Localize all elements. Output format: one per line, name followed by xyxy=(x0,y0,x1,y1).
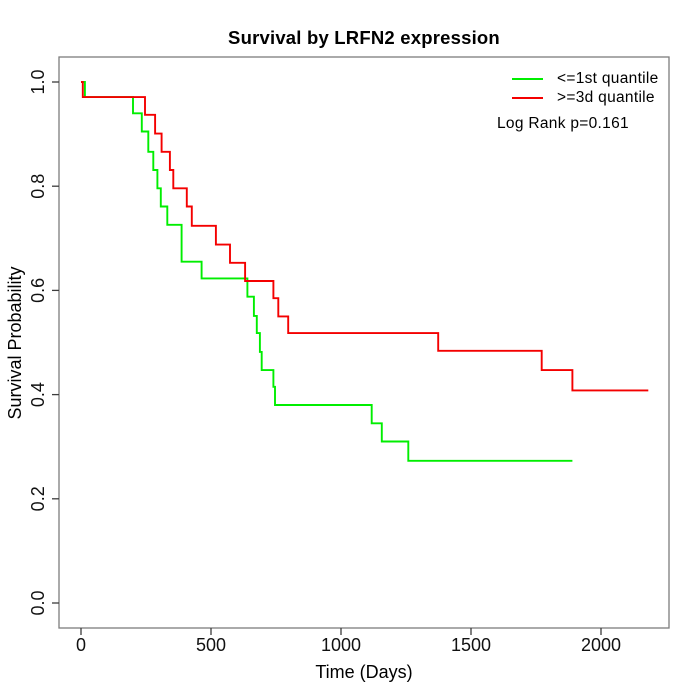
x-tick-label: 1500 xyxy=(451,635,491,655)
y-axis-label: Survival Probability xyxy=(5,266,25,420)
legend-item-1st-quantile: <=1st quantile xyxy=(512,69,659,89)
legend-label-1st-quantile: <=1st quantile xyxy=(557,69,659,87)
y-tick-label: 0.6 xyxy=(28,278,48,303)
log-rank-annotation: Log Rank p=0.161 xyxy=(497,115,629,132)
y-tick-label: 1.0 xyxy=(28,69,48,94)
survival-curve-green-1st-quantile xyxy=(81,81,573,462)
legend-label-3d-quantile: >=3d quantile xyxy=(557,89,655,107)
chart-title: Survival by LRFN2 expression xyxy=(228,27,500,48)
x-tick-label: 500 xyxy=(196,635,226,655)
y-tick-label: 0.8 xyxy=(28,174,48,199)
x-tick-label: 2000 xyxy=(581,635,621,655)
legend: <=1st quantile >=3d quantile xyxy=(512,69,659,108)
x-tick-label: 1000 xyxy=(321,635,361,655)
legend-swatch-red-line xyxy=(512,97,543,100)
y-tick-label: 0.4 xyxy=(28,382,48,407)
y-tick-label: 0.0 xyxy=(28,590,48,615)
survival-curve-red-3d-quantile xyxy=(81,81,649,392)
plot-box xyxy=(58,56,670,629)
x-tick-label: 0 xyxy=(76,635,86,655)
legend-item-3d-quantile: >=3d quantile xyxy=(512,89,659,109)
legend-swatch-green-line xyxy=(512,77,543,80)
x-axis-label: Time (Days) xyxy=(315,662,413,682)
y-tick-label: 0.2 xyxy=(28,486,48,511)
